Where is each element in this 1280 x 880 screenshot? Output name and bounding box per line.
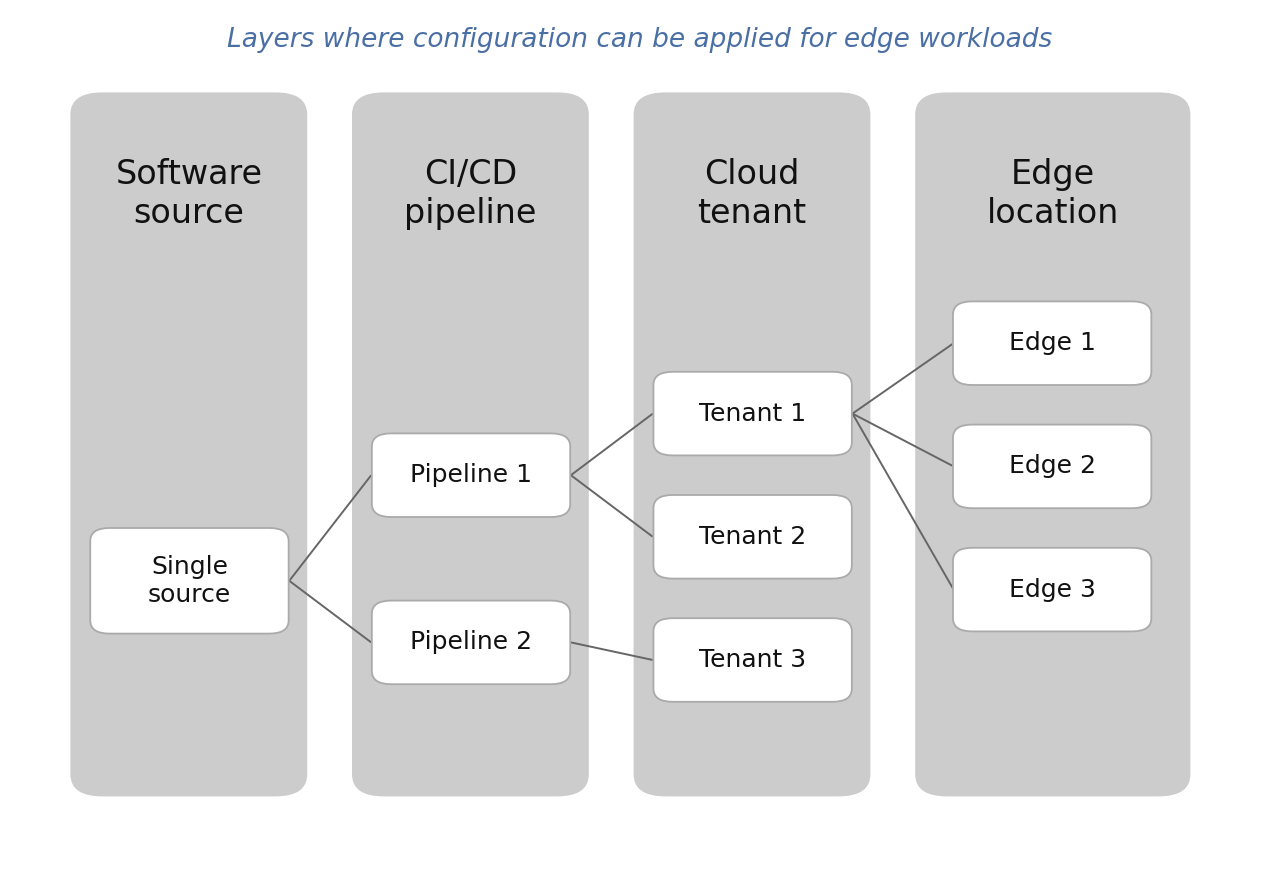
Text: Software
source: Software source [115,158,262,230]
FancyBboxPatch shape [952,301,1152,385]
Text: Pipeline 2: Pipeline 2 [410,630,532,655]
Text: Cloud
tenant: Cloud tenant [698,158,806,230]
Text: CI/CD
pipeline: CI/CD pipeline [404,158,536,230]
Text: Pipeline 1: Pipeline 1 [410,463,532,488]
FancyBboxPatch shape [653,495,852,579]
Text: Single
source: Single source [147,555,232,606]
Text: Edge 1: Edge 1 [1009,331,1096,356]
Text: Tenant 3: Tenant 3 [699,648,806,672]
Text: Edge 2: Edge 2 [1009,454,1096,479]
FancyBboxPatch shape [371,433,571,517]
FancyBboxPatch shape [915,92,1190,796]
FancyBboxPatch shape [952,425,1152,509]
FancyBboxPatch shape [653,618,852,702]
FancyBboxPatch shape [352,92,589,796]
FancyBboxPatch shape [952,547,1152,632]
Text: Edge
location: Edge location [987,158,1119,230]
Text: Tenant 2: Tenant 2 [699,524,806,549]
FancyBboxPatch shape [70,92,307,796]
FancyBboxPatch shape [653,371,852,456]
Text: Tenant 1: Tenant 1 [699,401,806,426]
FancyBboxPatch shape [371,600,571,685]
FancyBboxPatch shape [634,92,870,796]
FancyBboxPatch shape [90,528,289,634]
Text: Layers where configuration can be applied for edge workloads: Layers where configuration can be applie… [228,26,1052,53]
Text: Edge 3: Edge 3 [1009,577,1096,602]
